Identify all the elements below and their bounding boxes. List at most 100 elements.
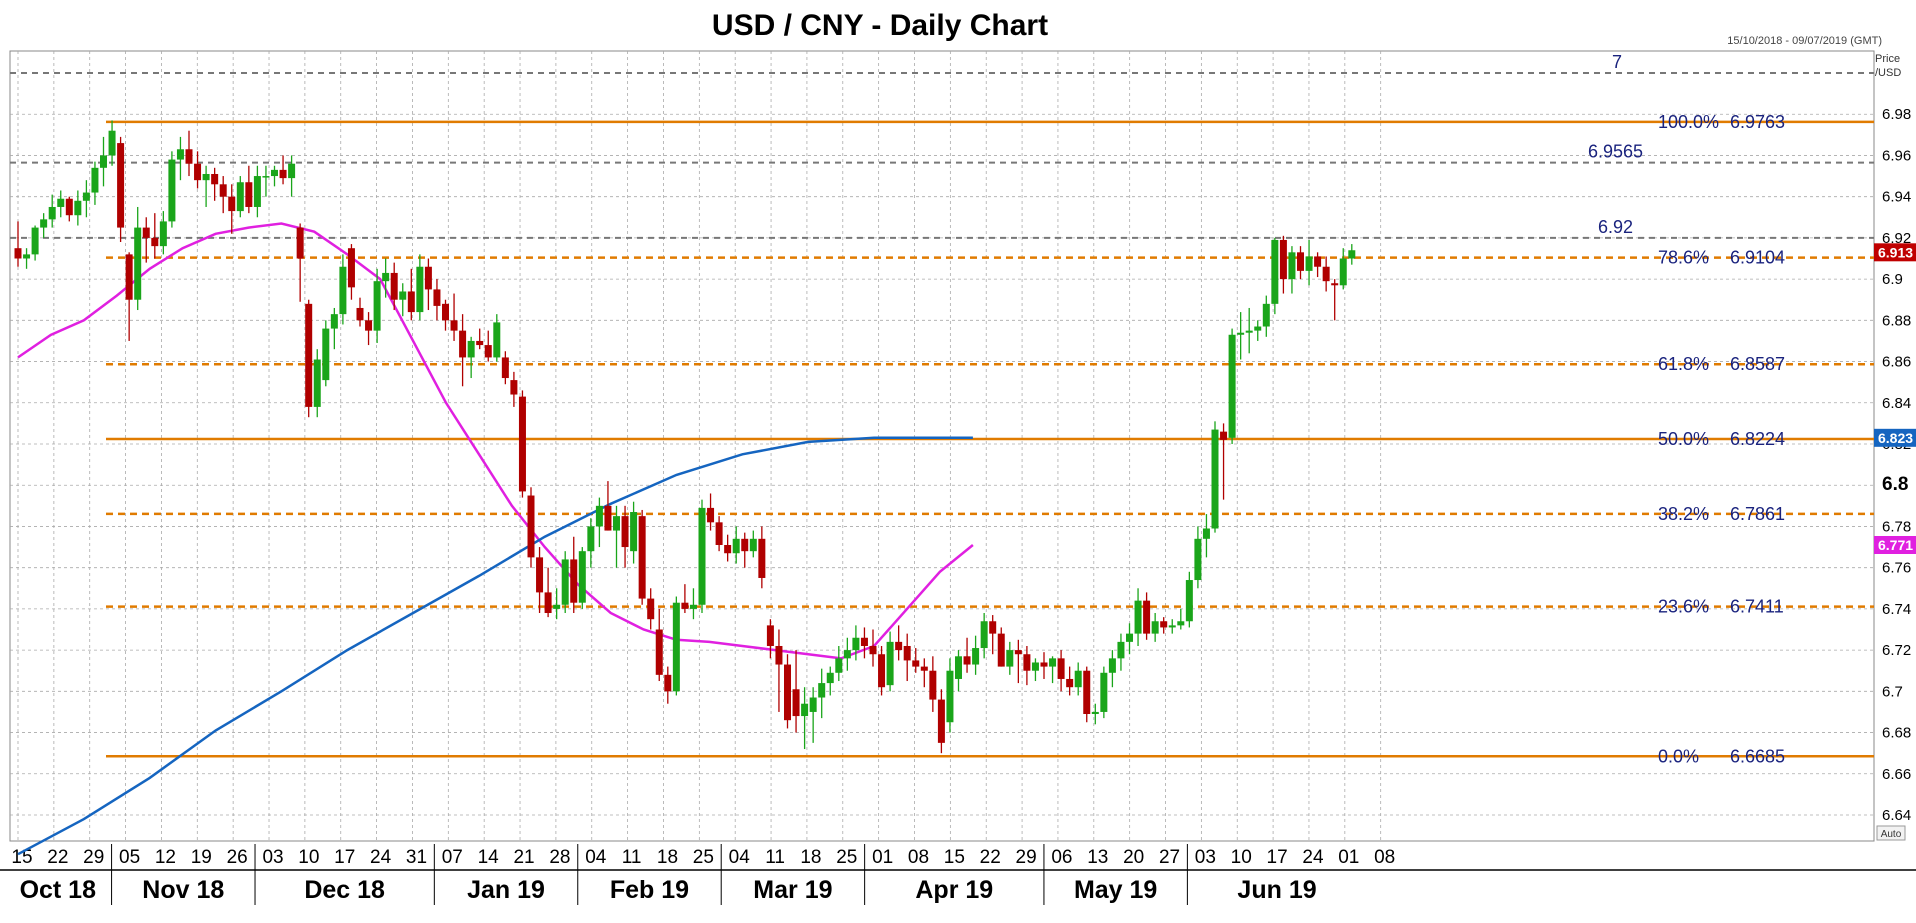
- candle-body: [707, 507, 715, 523]
- chart-title: USD / CNY - Daily Chart: [712, 9, 1048, 42]
- price-tag-label: 6.913: [1878, 244, 1913, 260]
- x-month-label: Mar 19: [753, 876, 832, 904]
- fib-level-value: 6.8587: [1730, 354, 1785, 374]
- x-day-label: 29: [83, 847, 104, 868]
- candle-body: [1177, 621, 1185, 626]
- y-tick-label: 6.7: [1882, 683, 1903, 700]
- candle-body: [57, 198, 65, 207]
- x-day-label: 31: [406, 847, 427, 868]
- candle-body: [689, 604, 697, 609]
- fib-level-value: 6.7861: [1730, 504, 1785, 524]
- candle-body: [1100, 672, 1108, 712]
- candle-body: [1014, 650, 1022, 655]
- candle-body: [946, 670, 954, 723]
- fib-level-pct: 100.0%: [1658, 112, 1719, 132]
- candle-body: [91, 167, 99, 193]
- candle-body: [125, 254, 133, 300]
- x-day-label: 27: [1159, 847, 1180, 868]
- candle-body: [48, 206, 56, 220]
- candle-body: [1314, 256, 1322, 267]
- candle-body: [775, 645, 783, 665]
- x-day-label: 08: [908, 847, 929, 868]
- candle-body: [895, 641, 903, 651]
- candle-body: [647, 598, 655, 620]
- sma-blue-line: [17, 436, 973, 856]
- candle-body: [681, 602, 689, 609]
- candle-body: [630, 512, 638, 552]
- candle-body: [40, 219, 48, 228]
- candle-body: [433, 289, 441, 306]
- candle-body: [228, 196, 236, 212]
- x-month-label: Feb 19: [610, 876, 689, 904]
- candle-body: [818, 683, 826, 698]
- auto-button[interactable]: [1876, 825, 1906, 841]
- candle-body: [698, 507, 706, 605]
- x-day-label: 15: [944, 847, 965, 868]
- x-day-label: 10: [1231, 847, 1252, 868]
- fib-level-value: 6.8224: [1730, 429, 1785, 449]
- candle-body: [356, 307, 364, 321]
- candle-body: [792, 689, 800, 717]
- candle-body: [271, 169, 278, 177]
- candle-body: [544, 592, 552, 614]
- x-day-label: 01: [872, 847, 893, 868]
- candle-body: [1245, 330, 1253, 333]
- candle-body: [74, 200, 82, 216]
- candle-body: [1168, 625, 1176, 628]
- candle-body: [459, 330, 467, 358]
- candle-body: [442, 303, 449, 321]
- candle-body: [664, 674, 672, 692]
- x-day-label: 28: [549, 847, 570, 868]
- candle-body: [305, 303, 313, 407]
- x-day-label: 14: [478, 847, 500, 868]
- candle-body: [288, 163, 296, 179]
- candle-body: [672, 602, 680, 692]
- y-tick-label: 6.96: [1882, 147, 1911, 164]
- x-day-label: 20: [1123, 847, 1144, 868]
- candle-body: [65, 198, 73, 216]
- candle-body: [424, 266, 432, 290]
- candle-body: [886, 641, 894, 686]
- y-tick-label: 6.72: [1882, 642, 1911, 659]
- candle-body: [313, 359, 321, 407]
- x-day-label: 06: [1051, 847, 1072, 868]
- candle-body: [963, 656, 971, 665]
- candle-body: [117, 143, 125, 228]
- x-day-label: 22: [980, 847, 1001, 868]
- x-day-label: 25: [836, 847, 857, 868]
- candle-body: [1271, 239, 1279, 304]
- candle-body: [835, 658, 843, 673]
- candle-body: [493, 322, 501, 358]
- candle-body: [604, 505, 612, 531]
- candle-body: [955, 656, 962, 679]
- y-tick-label: 6.8: [1882, 474, 1908, 495]
- date-range: 15/10/2018 - 09/07/2019 (GMT): [1727, 35, 1882, 47]
- candle-body: [1237, 332, 1245, 335]
- candle-body: [339, 266, 347, 315]
- x-month-label: Dec 18: [304, 876, 385, 904]
- y-tick-label: 6.74: [1882, 601, 1911, 618]
- x-day-label: 11: [765, 847, 785, 868]
- candle-body: [587, 526, 595, 552]
- candle-body: [613, 516, 620, 531]
- candle-body: [1194, 538, 1202, 581]
- x-day-label: 10: [298, 847, 319, 868]
- candle-body: [972, 648, 980, 665]
- candle-body: [296, 227, 304, 259]
- candle-body: [903, 645, 911, 661]
- x-day-label: 04: [729, 847, 751, 868]
- candle-body: [484, 345, 492, 358]
- x-month-label: Apr 19: [915, 876, 993, 904]
- candle-body: [168, 159, 176, 222]
- candle-body: [553, 604, 561, 609]
- candle-body: [989, 621, 997, 634]
- x-day-label: 12: [155, 847, 176, 868]
- candle-body: [1262, 303, 1270, 327]
- y-tick-label: 6.98: [1882, 106, 1911, 123]
- candle-body: [1211, 429, 1219, 529]
- candle-body: [176, 149, 184, 160]
- y-tick-label: 6.68: [1882, 725, 1911, 742]
- candle-body: [912, 660, 920, 667]
- x-day-label: 04: [585, 847, 607, 868]
- moving-averages: [17, 222, 974, 856]
